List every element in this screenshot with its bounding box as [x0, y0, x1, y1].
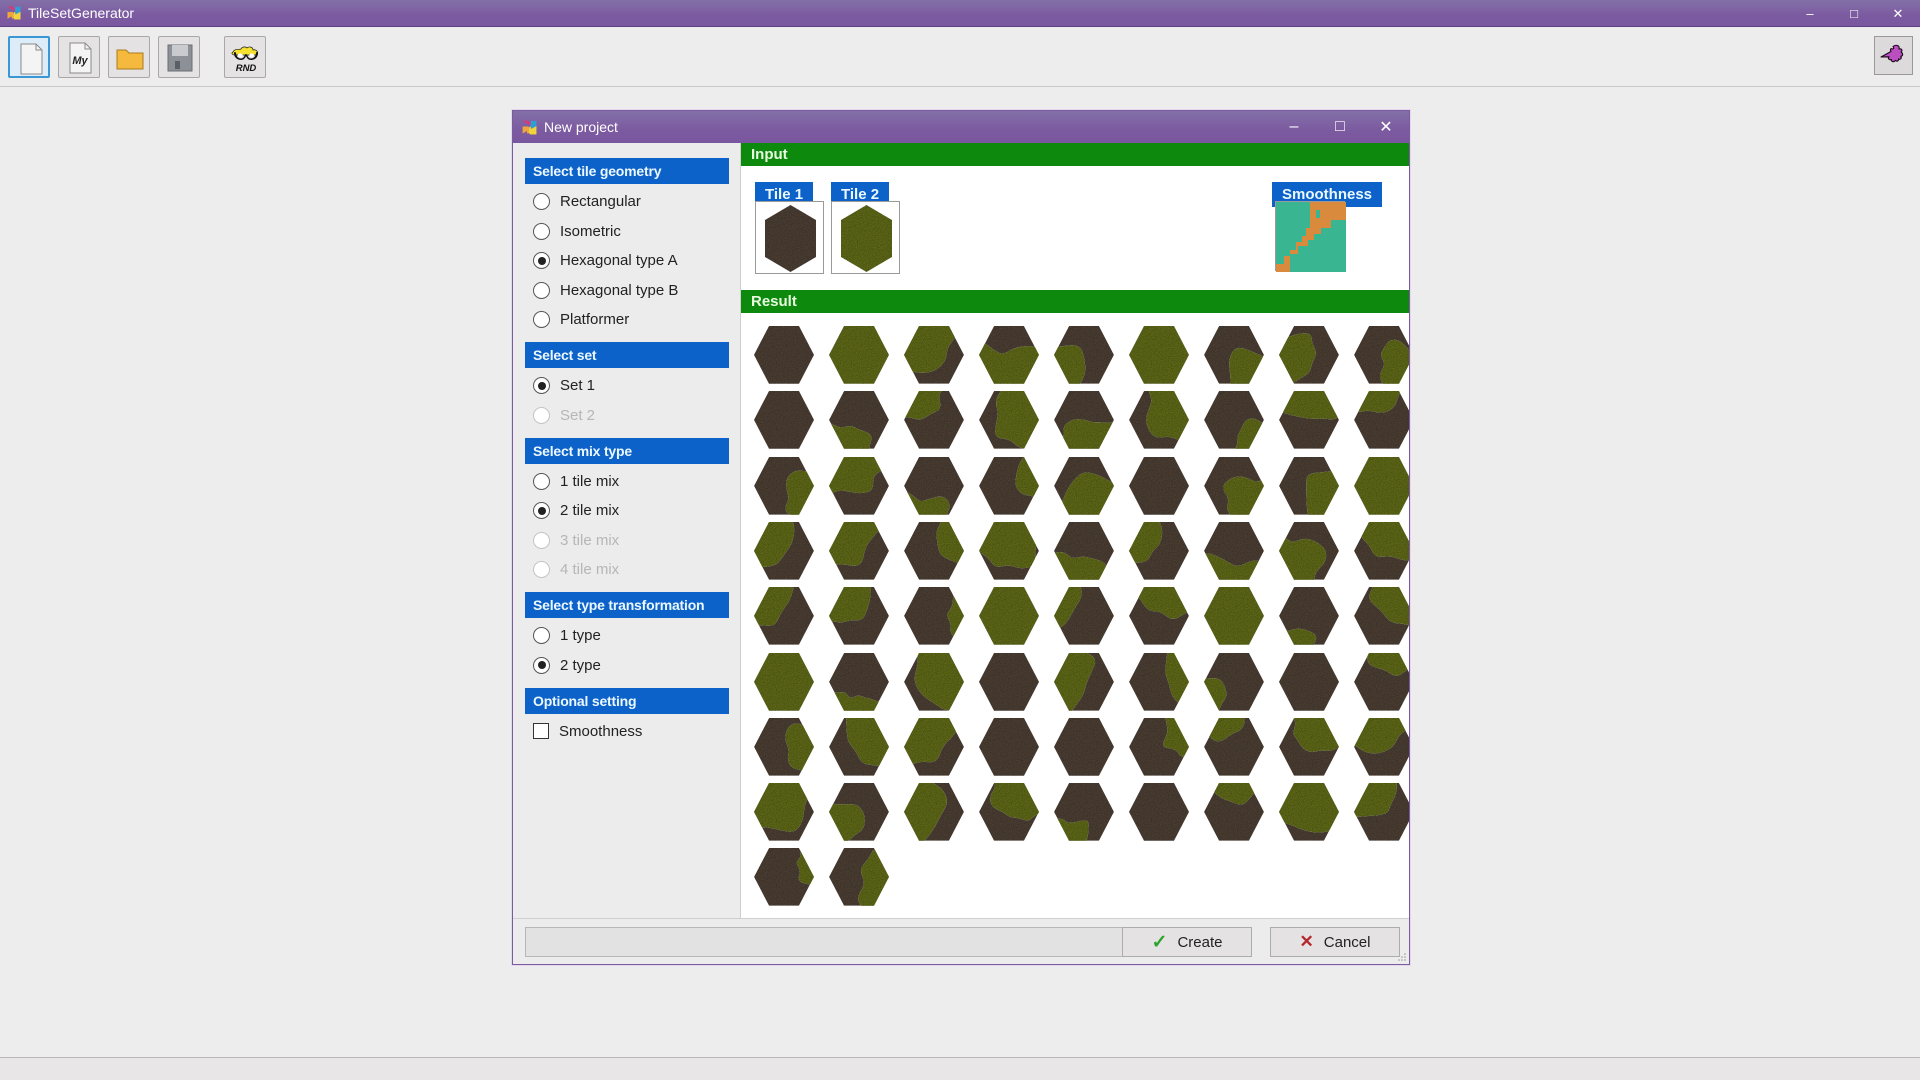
svg-text:RND: RND: [236, 63, 257, 74]
svg-text:My: My: [72, 55, 88, 67]
